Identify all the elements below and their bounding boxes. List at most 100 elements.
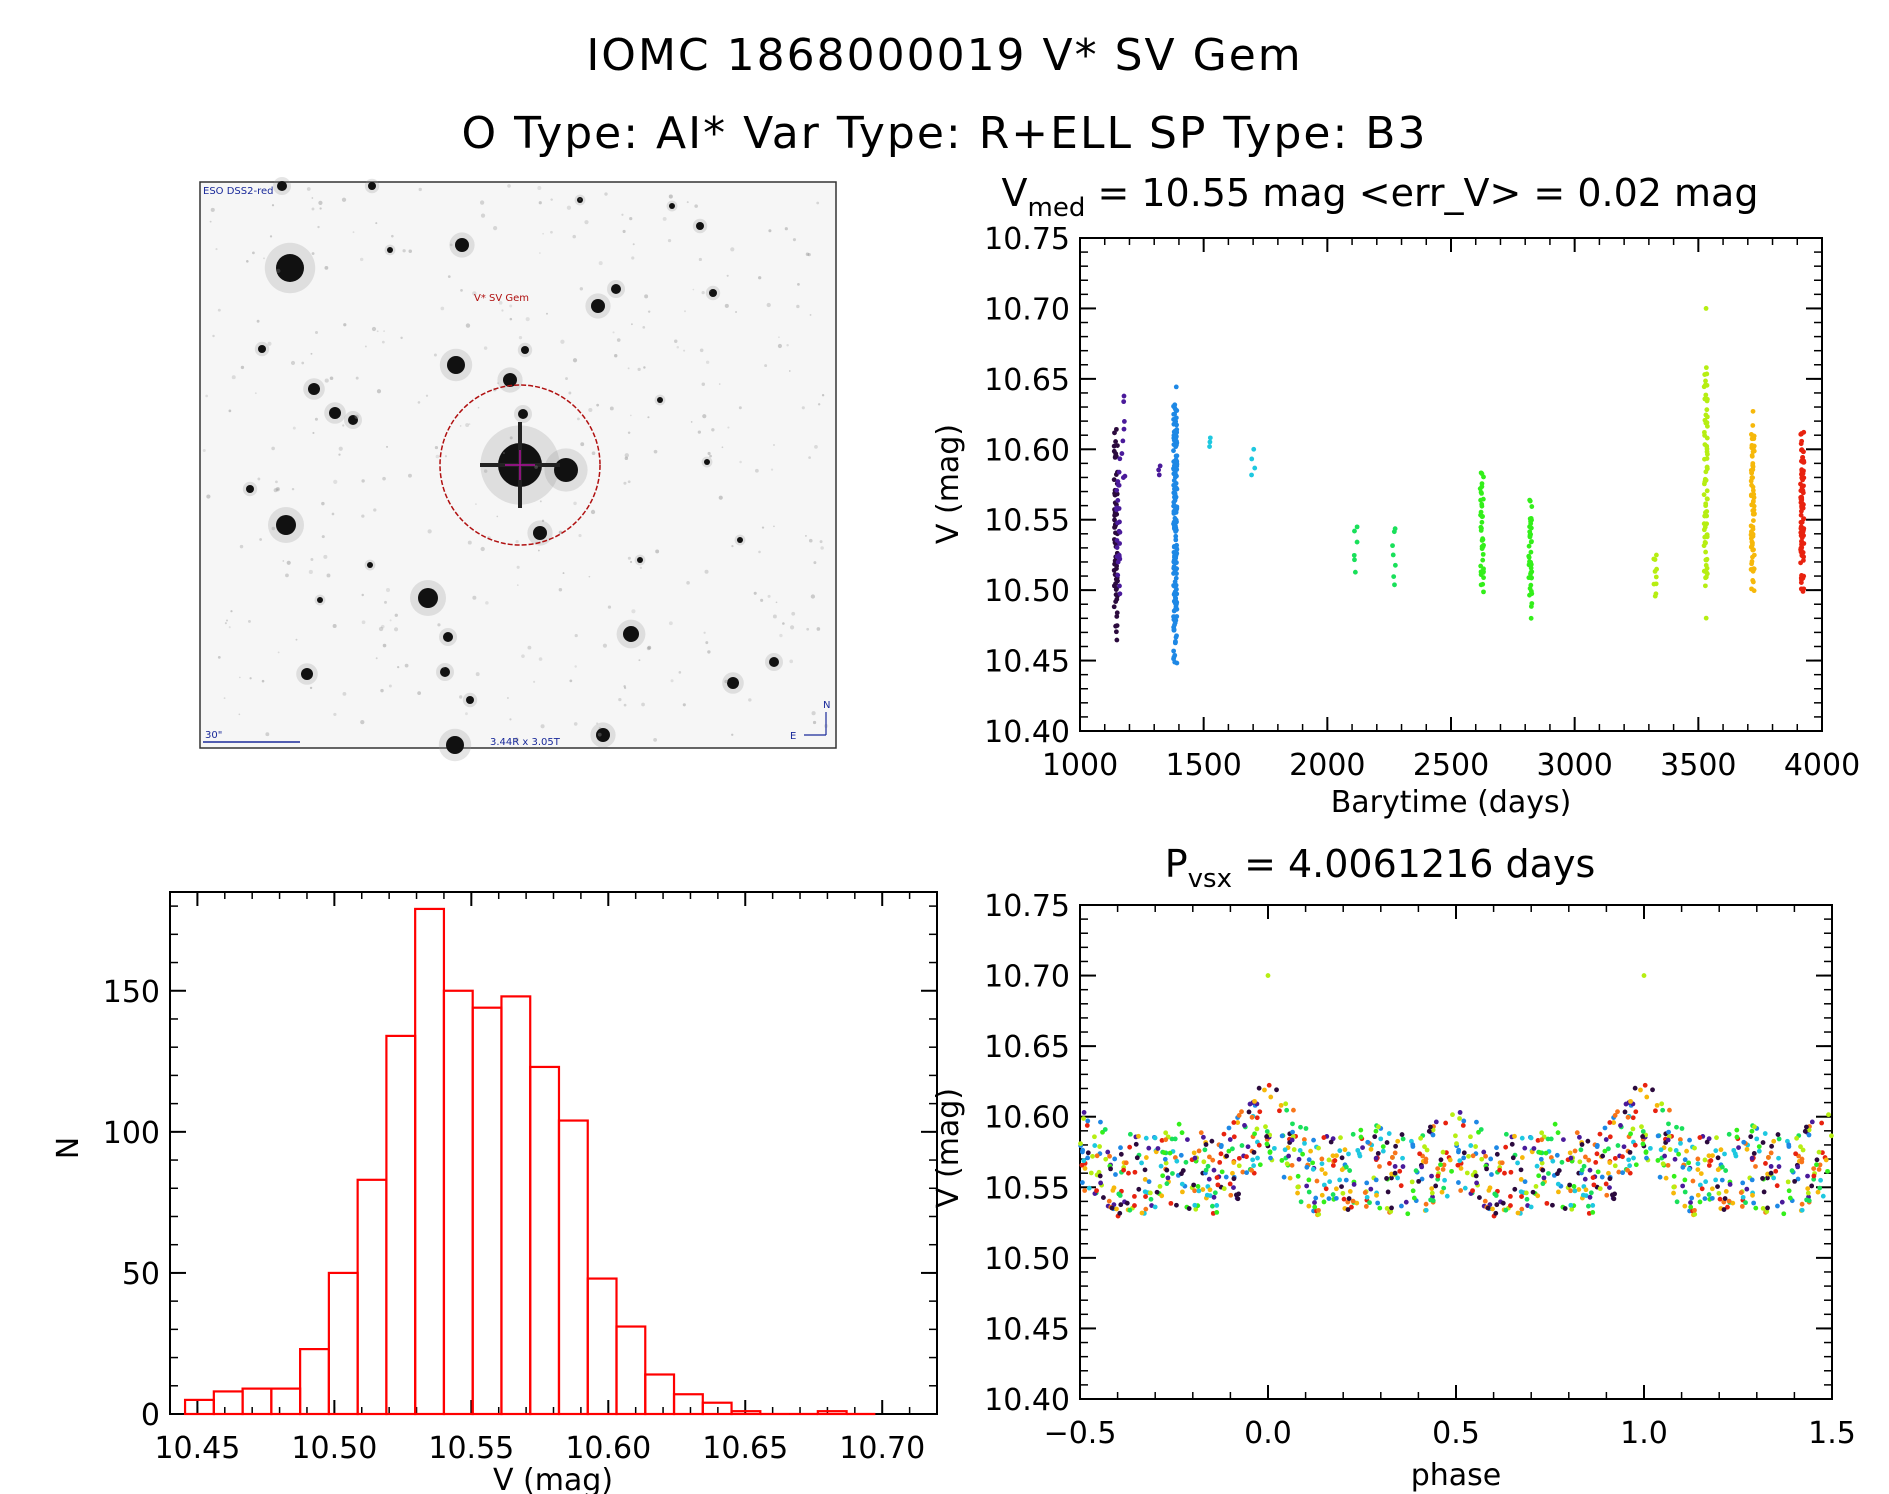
phased-point [1426,1128,1432,1134]
finder-noise [308,569,313,575]
finder-noise [718,495,723,500]
phased-point [1717,1196,1723,1202]
phased-point [1630,1126,1636,1132]
finder-noise [480,213,486,218]
phased-point [1227,1181,1233,1187]
phased-point [1478,1127,1484,1132]
finder-noise [596,722,599,725]
phased-point [1240,1169,1246,1175]
phased-point [1779,1199,1785,1205]
finder-noise [310,352,313,355]
finder-noise [647,416,650,419]
phased-point [1265,973,1271,978]
phased-point [1081,1116,1086,1121]
finder-noise [784,227,788,231]
phased-point [1358,1127,1364,1133]
phased-point [1554,1152,1560,1158]
finder-noise [271,446,275,451]
phased-point [1682,1189,1688,1195]
phased-point [1665,1162,1671,1168]
phased-point [1695,1167,1701,1172]
phased-point [1264,1134,1270,1139]
finder-noise [467,540,472,545]
finder-noise [354,414,359,419]
phased-point [1769,1143,1775,1149]
phased-point [1192,1188,1198,1194]
phased-point [1680,1183,1686,1189]
phased-point [1760,1175,1765,1181]
histogram-bar [183,1398,215,1416]
phased-point [1438,1162,1443,1168]
lightcurve-point [1352,557,1357,563]
lightcurve-point [1653,552,1659,558]
phased-point [1373,1128,1379,1134]
finder-noise [596,403,600,407]
lightcurve-point [1116,528,1122,534]
phased-point [1597,1131,1603,1137]
finder-noise [639,566,643,569]
phased-point [1172,1136,1178,1142]
finder-noise [427,529,432,534]
phased-point [1641,973,1647,978]
phased-point [1368,1146,1374,1152]
lightcurve-point [1122,473,1128,479]
lightcurve-point [1527,498,1533,504]
phased-point [1574,1130,1580,1136]
phased-point [1319,1161,1325,1167]
finder-noise [807,253,811,257]
phased-point [1654,1102,1660,1108]
finder-noise [326,573,331,578]
phased-point [1388,1209,1394,1214]
phased-point [1597,1186,1603,1192]
phased-point [1559,1159,1565,1165]
finder-noise [231,375,236,380]
finder-noise [306,187,311,191]
phased-point [1142,1167,1148,1173]
finder-noise [397,665,400,669]
finder-noise [254,392,257,395]
lightcurve-point [1171,478,1177,483]
finder-noise [668,194,673,199]
phased-point [1154,1189,1160,1195]
phased-point [1697,1135,1703,1140]
phased-point [1298,1199,1304,1205]
phased-point [1474,1119,1479,1125]
histogram-bar [500,995,532,1416]
phased-point [1771,1175,1777,1181]
phased-point [1400,1164,1406,1169]
lightcurve-point [1653,591,1659,597]
lightcurve-point [1207,439,1213,445]
phased-point [1811,1173,1817,1179]
lightcurve-point [1157,463,1163,469]
phased-title-sub: vsx [1188,864,1232,894]
phased-point [1825,1168,1830,1174]
lightcurve-point [1528,516,1534,521]
phased-point [1162,1156,1168,1162]
finder-noise [770,468,774,471]
finder-noise [584,220,589,225]
phased-point [1430,1132,1436,1138]
histogram-bar [816,1410,848,1416]
phased-point [1738,1190,1744,1195]
finder-noise [271,526,276,531]
lightcurve-point [1748,432,1754,437]
finder-noise [382,476,386,481]
phased-point [1377,1205,1383,1211]
phased-point [1576,1187,1582,1192]
finder-noise [629,217,633,221]
finder-noise [515,539,519,544]
phased-point [1680,1164,1686,1170]
finder-noise [698,257,702,262]
lightcurve-point [1112,430,1117,436]
lightcurve-xlabel: Barytime (days) [1331,785,1572,820]
finder-noise [210,207,215,212]
lightcurve-point [1480,544,1486,550]
phased-point [1268,1094,1274,1100]
phased-point [1515,1210,1521,1216]
phased-point [1347,1188,1353,1194]
phased-point [1155,1146,1161,1151]
lightcurve-point [1352,569,1358,575]
y-tick-label: 100 [103,1116,160,1151]
phased-point [1373,1155,1379,1161]
